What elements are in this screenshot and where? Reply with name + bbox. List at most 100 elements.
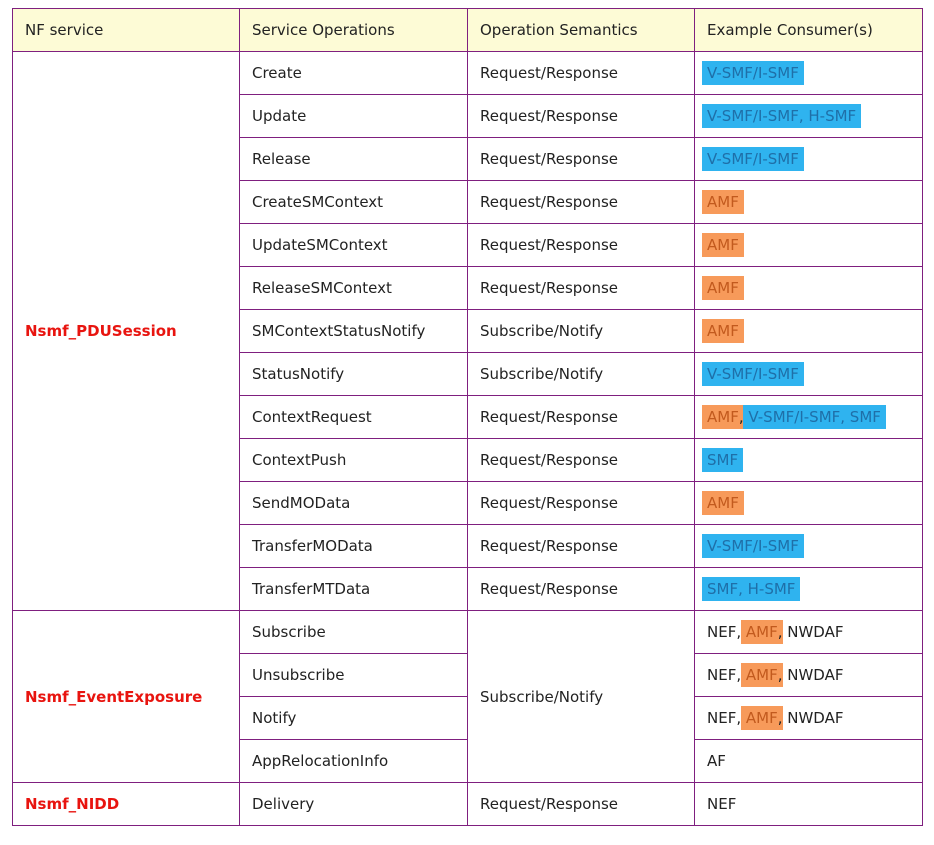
example-consumers-cell: AMF [694, 223, 923, 267]
table-row: TransferMTData Request/Response SMF, H-SMF [13, 567, 923, 611]
example-consumers-cell: AMF [694, 481, 923, 525]
operation-semantics-cell: Request/Response [467, 266, 695, 310]
table-row: UpdateSMContext Request/Response AMF [13, 223, 923, 267]
blue-highlight: V-SMF/I-SMF, SMF [743, 405, 886, 429]
operation-semantics-cell: Subscribe/Notify [467, 309, 695, 353]
example-consumers-cell: NEF, AMF, NWDAF [694, 696, 923, 740]
table-row: TransferMOData Request/Response V-SMF/I-SM… [13, 524, 923, 568]
operation-semantics-cell: Request/Response [467, 180, 695, 224]
orange-highlight: AMF [702, 405, 744, 429]
service-operation-cell: Subscribe [239, 610, 468, 654]
example-consumers-cell: NEF, AMF, NWDAF [694, 653, 923, 697]
service-operation-cell: Notify [239, 696, 468, 740]
example-consumers-cell: AF [694, 739, 923, 783]
consumer-text: AF [707, 752, 726, 770]
header-service-operations: Service Operations [239, 8, 468, 52]
nf-service-cell: Nsmf_PDUSession [12, 51, 240, 611]
orange-highlight: AMF [702, 190, 744, 214]
blue-highlight: V-SMF/I-SMF, H-SMF [702, 104, 862, 128]
table-row: SMContextStatusNotify Subscribe/Notify AMF [13, 309, 923, 353]
service-operation-cell: TransferMOData [239, 524, 468, 568]
orange-highlight: AMF [740, 620, 783, 644]
operation-semantics-cell: Subscribe/Notify [467, 610, 695, 783]
nf-service-cell: Nsmf_NIDD [12, 782, 240, 826]
service-operation-cell: Release [239, 137, 468, 181]
example-consumers-cell: AMF [694, 266, 923, 310]
operation-semantics-cell: Request/Response [467, 567, 695, 611]
orange-highlight: AMF [702, 276, 744, 300]
example-consumers-cell: SMF, H-SMF [694, 567, 923, 611]
header-nf-service: NF service [12, 8, 240, 52]
service-operation-cell: ContextPush [239, 438, 468, 482]
services-table: NF service Service Operations Operation … [12, 8, 923, 826]
table-row: Nsmf_PDUSession Create Request/Response V-S… [12, 51, 923, 611]
service-operation-cell: AppRelocationInfo [239, 739, 468, 783]
orange-highlight: AMF [702, 319, 744, 343]
orange-highlight: AMF [740, 706, 783, 730]
service-operation-cell: Create [239, 51, 468, 95]
example-consumers-cell: NEF, AMF, NWDAF [694, 610, 923, 654]
orange-highlight: AMF [702, 233, 744, 257]
table-row: CreateSMContext Request/Response AMF [13, 180, 923, 224]
header-row: NF service Service Operations Operation … [12, 8, 923, 52]
example-consumers-cell: AMF [694, 180, 923, 224]
table-row: Update Request/Response V-SMF/I-SMF, H-SMF [13, 94, 923, 138]
table-row: Nsmf_EventExposure Subscribe Subscribe/Not… [12, 610, 923, 783]
example-consumers-cell: V-SMF/I-SMF, H-SMF [694, 94, 923, 138]
table-row: Unsubscribe NEF, AMF, NWDAF [13, 653, 923, 697]
service-operation-cell: SMContextStatusNotify [239, 309, 468, 353]
table-row: Nsmf_NIDD Delivery Request/Response NEF [12, 782, 923, 826]
header-operation-semantics: Operation Semantics [467, 8, 695, 52]
example-consumers-cell: V-SMF/I-SMF [694, 51, 923, 95]
consumer-text: NEF, [707, 623, 746, 641]
table-row: ContextPush Request/Response SMF [13, 438, 923, 482]
example-consumers-cell: V-SMF/I-SMF [694, 352, 923, 396]
blue-highlight: V-SMF/I-SMF [702, 61, 804, 85]
operation-semantics-cell: Request/Response [467, 782, 695, 826]
operation-semantics-cell: Request/Response [467, 395, 695, 439]
service-operation-cell: ReleaseSMContext [239, 266, 468, 310]
consumer-text: , [738, 408, 744, 426]
orange-highlight: AMF [702, 491, 744, 515]
example-consumers-cell: AMF [694, 309, 923, 353]
service-operation-cell: TransferMTData [239, 567, 468, 611]
example-consumers-cell: V-SMF/I-SMF [694, 524, 923, 568]
service-operation-cell: StatusNotify [239, 352, 468, 396]
consumer-text: NEF, [707, 709, 746, 727]
service-operation-cell: Unsubscribe [239, 653, 468, 697]
service-operation-cell: SendMOData [239, 481, 468, 525]
header-example-consumers: Example Consumer(s) [694, 8, 923, 52]
operation-semantics-cell: Request/Response [467, 438, 695, 482]
example-consumers-cell: V-SMF/I-SMF [694, 137, 923, 181]
operation-semantics-cell: Request/Response [467, 137, 695, 181]
service-operation-cell: UpdateSMContext [239, 223, 468, 267]
table-row: StatusNotify Subscribe/Notify V-SMF/I-SMF [13, 352, 923, 396]
example-consumers-cell: SMF [694, 438, 923, 482]
service-operation-cell: ContextRequest [239, 395, 468, 439]
example-consumers-cell: AMF, V-SMF/I-SMF, SMF [694, 395, 923, 439]
consumer-text: , NWDAF [777, 623, 844, 641]
table-row: SendMOData Request/Response AMF [13, 481, 923, 525]
blue-highlight: SMF [702, 448, 744, 472]
orange-highlight: AMF [740, 663, 783, 687]
consumer-text: NEF [707, 795, 737, 813]
service-operation-cell: Delivery [239, 782, 468, 826]
operation-semantics-cell: Request/Response [467, 524, 695, 568]
operation-semantics-cell: Request/Response [467, 94, 695, 138]
example-consumers-cell: NEF [694, 782, 923, 826]
blue-highlight: V-SMF/I-SMF [702, 147, 804, 171]
operation-semantics-cell: Request/Response [467, 223, 695, 267]
nf-service-cell: Nsmf_EventExposure [12, 610, 240, 783]
blue-highlight: SMF, H-SMF [702, 577, 801, 601]
consumer-text: NEF, [707, 666, 746, 684]
blue-highlight: V-SMF/I-SMF [702, 362, 804, 386]
consumer-text: , NWDAF [777, 709, 844, 727]
service-operation-cell: Update [239, 94, 468, 138]
blue-highlight: V-SMF/I-SMF [702, 534, 804, 558]
table-body: Nsmf_PDUSession Create Request/Response V-S… [12, 51, 923, 826]
consumer-text: , NWDAF [777, 666, 844, 684]
operation-semantics-cell: Request/Response [467, 51, 695, 95]
operation-semantics-cell: Request/Response [467, 481, 695, 525]
table-row: Release Request/Response V-SMF/I-SMF [13, 137, 923, 181]
table-row: ReleaseSMContext Request/Response AMF [13, 266, 923, 310]
